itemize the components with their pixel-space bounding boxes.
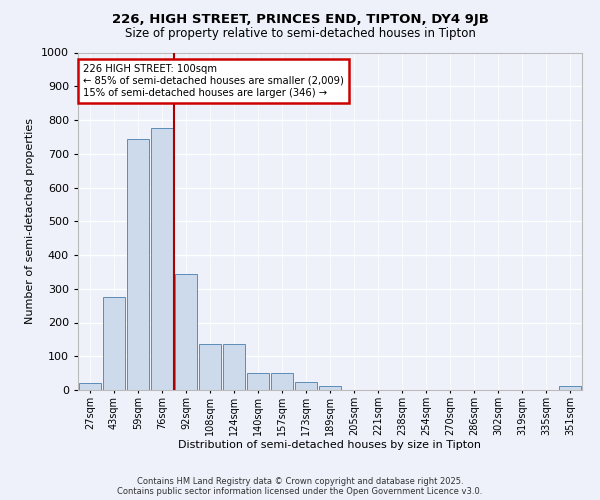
Bar <box>559 386 581 390</box>
Bar <box>223 344 245 390</box>
Bar <box>79 383 101 390</box>
Bar <box>295 382 317 390</box>
Bar <box>103 297 125 390</box>
Text: 226 HIGH STREET: 100sqm
← 85% of semi-detached houses are smaller (2,009)
15% of: 226 HIGH STREET: 100sqm ← 85% of semi-de… <box>83 64 344 98</box>
Text: Contains HM Land Registry data © Crown copyright and database right 2025.
Contai: Contains HM Land Registry data © Crown c… <box>118 476 482 496</box>
Text: 226, HIGH STREET, PRINCES END, TIPTON, DY4 9JB: 226, HIGH STREET, PRINCES END, TIPTON, D… <box>112 12 488 26</box>
Y-axis label: Number of semi-detached properties: Number of semi-detached properties <box>25 118 35 324</box>
Text: Size of property relative to semi-detached houses in Tipton: Size of property relative to semi-detach… <box>125 28 475 40</box>
Bar <box>127 138 149 390</box>
Bar <box>319 386 341 390</box>
X-axis label: Distribution of semi-detached houses by size in Tipton: Distribution of semi-detached houses by … <box>179 440 482 450</box>
Bar <box>151 128 173 390</box>
Bar <box>271 373 293 390</box>
Bar <box>199 344 221 390</box>
Bar <box>247 373 269 390</box>
Bar <box>175 274 197 390</box>
